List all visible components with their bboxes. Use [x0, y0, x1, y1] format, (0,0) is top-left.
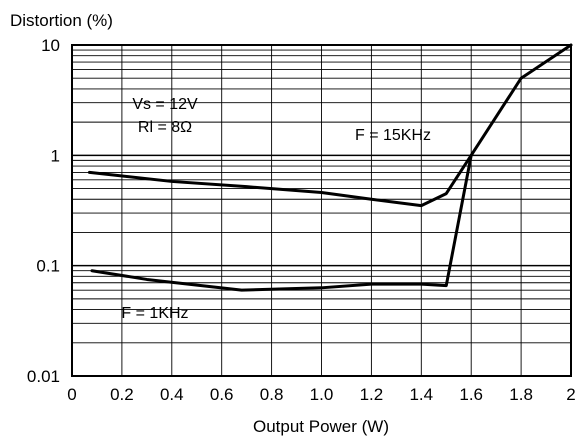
y-tick-label: 10 [41, 36, 60, 55]
x-tick-label: 1.8 [509, 385, 533, 404]
x-tick-label: 1.4 [409, 385, 433, 404]
annotation-vs: Vs = 12V [132, 96, 198, 113]
x-tick-label: 2 [566, 385, 575, 404]
x-axis-title: Output Power (W) [253, 417, 389, 436]
tick-label-layer: 0 0.2 0.4 0.6 0.8 1.0 1.2 1.4 1.6 1.8 2 10 1 0.1 0.01 [27, 36, 576, 404]
annotation-f15khz: F = 15KHz [355, 127, 431, 144]
y-axis-title: Distortion (%) [10, 11, 113, 30]
x-tick-label: 1.0 [310, 385, 334, 404]
series-line-f15khz [87, 43, 573, 208]
y-tick-label: 1 [51, 146, 60, 165]
x-tick-label: 1.2 [360, 385, 384, 404]
plot-frame [71, 44, 572, 377]
annotation-f1khz: F = 1KHz [121, 305, 188, 322]
series-layer [87, 43, 573, 292]
grid-layer [72, 45, 571, 376]
x-tick-label: 0.8 [260, 385, 284, 404]
x-tick-label: 0.2 [110, 385, 134, 404]
x-tick-label: 0.4 [160, 385, 184, 404]
series-line-f1khz [90, 153, 473, 292]
y-tick-label: 0.1 [36, 257, 60, 276]
x-tick-label: 0.6 [210, 385, 234, 404]
annotation-rl: Rl = 8Ω [138, 119, 192, 136]
x-tick-label: 0 [67, 385, 76, 404]
x-tick-label: 1.6 [459, 385, 483, 404]
y-tick-label: 0.01 [27, 367, 60, 386]
